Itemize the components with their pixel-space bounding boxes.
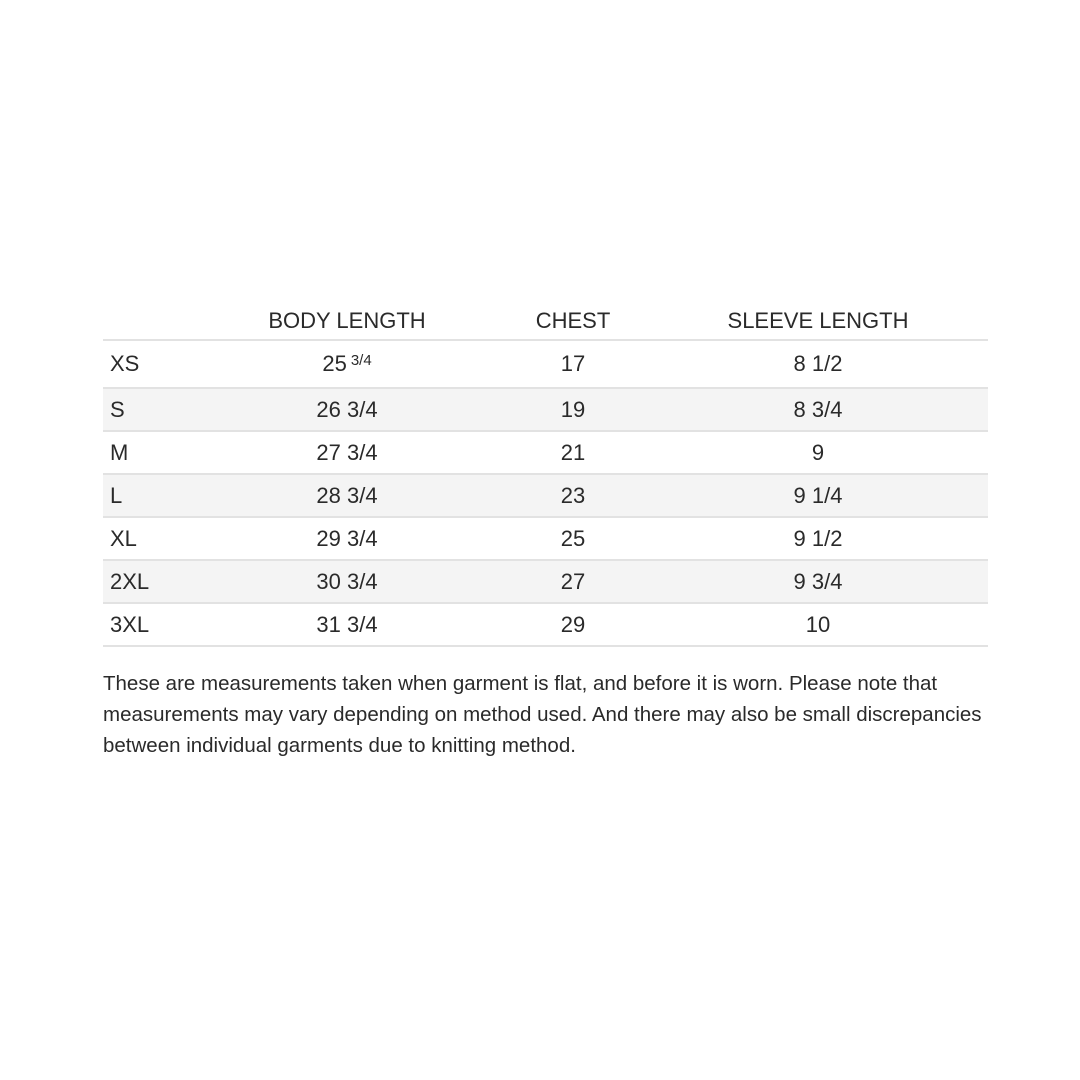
body-length-cell: 29 3/4 [316,518,377,559]
chest-cell: 21 [561,432,585,473]
size-cell-value: S [110,396,125,422]
size-cell-value: XL [110,525,137,551]
size-cell: 2XL [110,561,149,602]
sleeve-length-cell: 9 1/4 [794,475,843,516]
sleeve-length-cell: 9 3/4 [794,561,843,602]
table-row: M 27 3/4 21 9 [103,432,988,475]
header-body-length: BODY LENGTH [268,308,426,333]
table-row: 2XL 30 3/4 27 9 3/4 [103,561,988,604]
chest-cell-value: 23 [560,482,586,508]
measurement-note: These are measurements taken when garmen… [103,672,982,757]
sleeve-length-cell: 10 [806,604,830,645]
chest-cell-value: 21 [560,439,586,465]
body-length-cell: 27 3/4 [316,432,377,473]
body-length-cell-value: 29 3/4 [316,525,378,551]
body-length-cell-value: 30 3/4 [316,568,378,594]
table-header: BODY LENGTH CHEST SLEEVE LENGTH [103,300,988,341]
chest-cell: 25 [561,518,585,559]
sleeve-length-cell: 9 1/2 [794,518,843,559]
sleeve-length-cell-value: 9 [811,439,825,465]
body-length-cell-value: 27 3/4 [316,439,378,465]
size-cell: XL [110,518,137,559]
chest-cell: 27 [561,561,585,602]
table-row: S 26 3/4 19 8 3/4 [103,389,988,432]
sleeve-length-cell: 8 1/2 [794,341,843,387]
size-chart-table: BODY LENGTH CHEST SLEEVE LENGTH XS 25 3/4 1… [103,300,988,647]
chest-cell-value: 19 [560,396,586,422]
table-row: L 28 3/4 23 9 1/4 [103,475,988,518]
table-row: XL 29 3/4 25 9 1/2 [103,518,988,561]
chest-cell-value: 17 [560,351,586,376]
sleeve-length-cell-value: 9 1/4 [793,482,843,508]
sleeve-length-cell-value: 10 [805,611,831,637]
body-length-cell: 31 3/4 [316,604,377,645]
fraction-superscript: 3/4 [350,351,372,369]
sleeve-length-cell-value: 9 3/4 [793,568,843,594]
size-cell: 3XL [110,604,149,645]
size-cell: S [110,389,125,430]
chest-cell-value: 27 [560,568,586,594]
header-sleeve-length: SLEEVE LENGTH [727,308,909,333]
sleeve-length-cell-value: 8 3/4 [793,396,843,422]
table-row: XS 25 3/4 17 8 1/2 [103,341,988,389]
body-length-cell: 30 3/4 [316,561,377,602]
body-length-cell: 28 3/4 [316,475,377,516]
size-cell: M [110,432,128,473]
size-cell-value: XS [110,351,140,376]
body-length-cell-value: 31 3/4 [316,611,378,637]
chest-cell-value: 25 [560,525,586,551]
body-length-cell: 25 3/4 [322,341,371,387]
chest-cell: 19 [561,389,585,430]
body-length-cell-value: 26 3/4 [316,396,378,422]
sleeve-length-cell: 8 3/4 [794,389,843,430]
size-cell: XS [110,341,139,387]
sleeve-length-cell-value: 9 1/2 [793,525,843,551]
body-length-cell: 26 3/4 [316,389,377,430]
chest-cell: 17 [561,341,585,387]
chest-cell: 29 [561,604,585,645]
sleeve-length-cell: 9 [812,432,824,473]
header-chest: CHEST [535,308,611,333]
table-row: 3XL 31 3/4 29 10 [103,604,988,647]
chest-cell-value: 29 [560,611,586,637]
body-length-cell-value: 28 3/4 [316,482,378,508]
sleeve-length-cell-value: 8 1/2 [793,351,843,376]
size-cell-value: L [110,482,123,508]
size-cell-value: M [110,439,129,465]
size-cell-value: 3XL [110,611,150,637]
chest-cell: 23 [561,475,585,516]
size-cell-value: 2XL [110,568,150,594]
size-cell: L [110,475,122,516]
body-length-cell-value: 25 [322,351,347,376]
